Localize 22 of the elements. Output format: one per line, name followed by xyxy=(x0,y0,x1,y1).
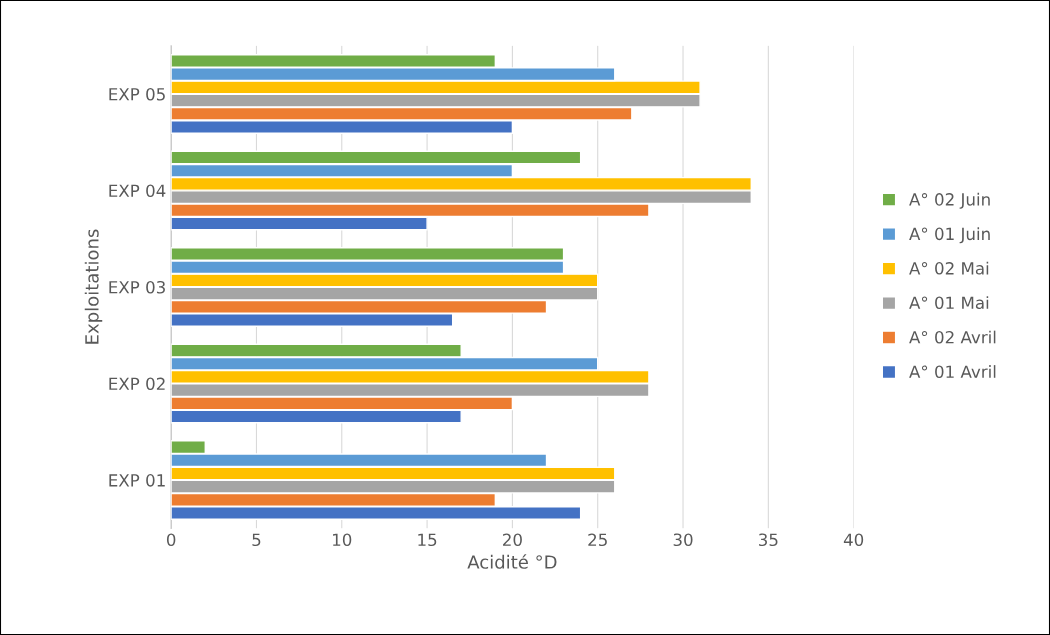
y-tick-label: EXP 01 xyxy=(109,474,165,487)
y-axis-title: Exploitations xyxy=(84,229,103,344)
x-axis-title: Acidité °D xyxy=(467,554,557,569)
y-tick-label: EXP 04 xyxy=(109,184,166,198)
x-tick-label: 10 xyxy=(333,533,352,547)
legend-label: A° 01 Mai xyxy=(909,296,989,310)
legend-label: A° 02 Mai xyxy=(909,261,989,275)
y-tick-label: EXP 03 xyxy=(109,280,165,294)
x-tick-label: 20 xyxy=(503,533,522,547)
x-tick-label: 25 xyxy=(588,533,607,547)
y-tick-label: EXP 02 xyxy=(109,377,165,391)
y-tick-label: EXP 05 xyxy=(109,87,165,101)
x-tick-label: 35 xyxy=(759,533,778,547)
x-tick-label: 30 xyxy=(673,533,693,547)
legend-label: A° 02 Avril xyxy=(909,330,996,344)
x-tick-label: 5 xyxy=(252,533,261,547)
legend-label: A° 02 Juin xyxy=(909,192,990,209)
legend-label: A° 01 Juin xyxy=(909,227,990,244)
x-tick-label: 0 xyxy=(166,533,176,547)
x-tick-label: 40 xyxy=(843,533,864,547)
x-tick-label: 15 xyxy=(418,533,437,547)
legend-label: A° 01 Avril xyxy=(909,365,996,379)
